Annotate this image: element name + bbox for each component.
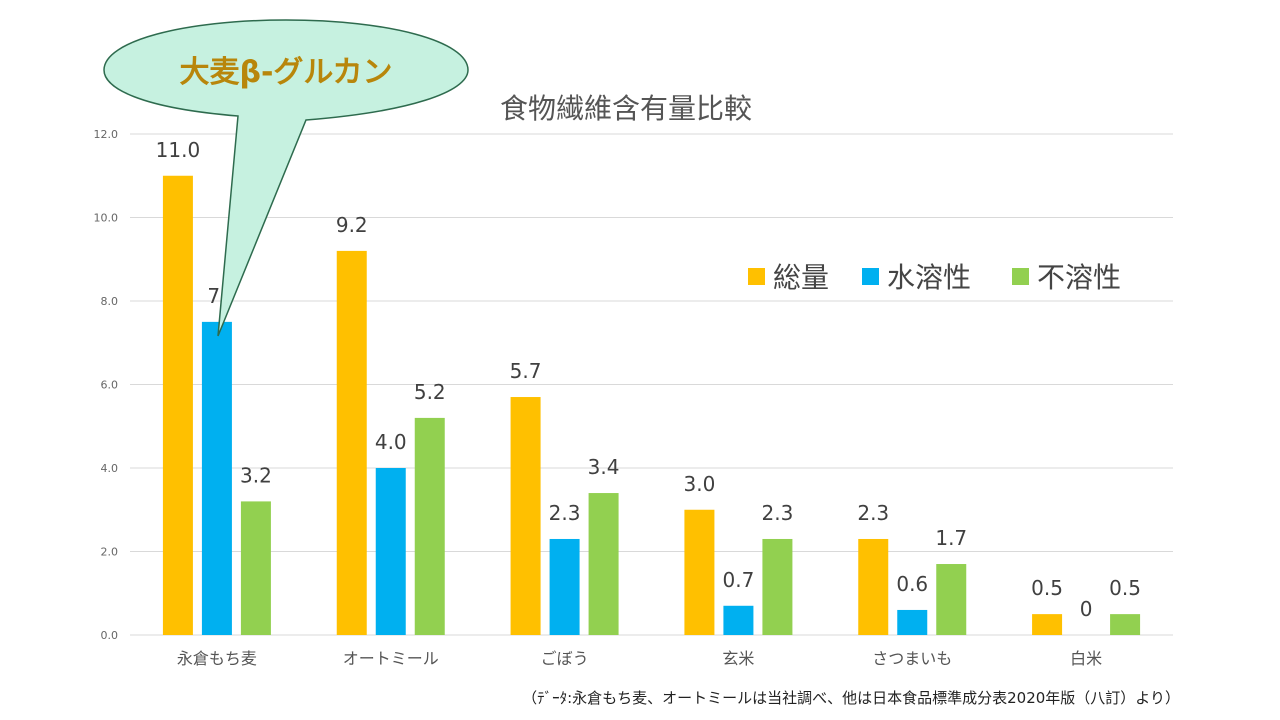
bar — [414, 417, 445, 635]
x-axis-ticks: 永倉もち麦 オートミール ごぼう 玄米 さつまいも 白米 — [177, 649, 1102, 668]
data-label: 0.7 — [723, 568, 755, 592]
legend-swatch — [748, 268, 765, 285]
x-tick-label: 玄米 — [722, 649, 754, 668]
bar — [510, 397, 541, 635]
x-tick-label: オートミール — [343, 649, 439, 668]
y-tick-label: 12.0 — [94, 128, 119, 141]
legend-label: 総量 — [773, 261, 829, 294]
y-axis-ticks: 0.0 2.0 4.0 6.0 8.0 10.0 12.0 — [94, 128, 119, 642]
y-tick-label: 8.0 — [101, 295, 119, 308]
data-label: 4.0 — [375, 430, 407, 454]
y-tick-label: 0.0 — [101, 629, 119, 642]
callout: 大麦β-グルカン — [103, 19, 469, 337]
x-tick-label: さつまいも — [872, 649, 952, 668]
chart-title: 食物繊維含有量比較 — [500, 92, 752, 125]
callout-bubble — [103, 19, 469, 337]
y-tick-label: 6.0 — [101, 379, 119, 392]
bar — [723, 605, 754, 635]
data-label: 0.5 — [1109, 576, 1141, 600]
bar — [936, 564, 967, 635]
bar — [162, 175, 193, 635]
data-label: 1.7 — [935, 526, 967, 550]
data-label: 3.0 — [684, 472, 716, 496]
data-label: 3.4 — [588, 455, 620, 479]
legend-swatch — [1012, 268, 1029, 285]
data-label: 11.0 — [156, 138, 201, 162]
callout-text: 大麦β-グルカン — [179, 55, 392, 90]
bar — [588, 493, 619, 635]
bar — [336, 250, 367, 635]
data-label: 0.6 — [896, 572, 928, 596]
y-tick-label: 10.0 — [94, 212, 119, 225]
data-label: 9.2 — [336, 213, 368, 237]
data-label: 2.3 — [549, 501, 581, 525]
data-label: 5.2 — [414, 380, 446, 404]
bar — [240, 501, 271, 635]
bar — [549, 538, 580, 635]
y-tick-label: 4.0 — [101, 462, 119, 475]
x-tick-label: 永倉もち麦 — [177, 649, 257, 668]
data-label: 0.5 — [1031, 576, 1063, 600]
legend-label: 不溶性 — [1037, 261, 1121, 294]
data-label: 0 — [1080, 597, 1093, 621]
x-tick-label: ごぼう — [541, 649, 589, 668]
bar — [1110, 614, 1141, 635]
legend: 総量 水溶性 不溶性 — [748, 261, 1121, 294]
bar — [897, 609, 928, 635]
bars — [162, 175, 1141, 635]
footnote: （ﾃﾞｰﾀ:永倉もち麦、オートミールは当社調べ、他は日本食品標準成分表2020年… — [522, 689, 1180, 707]
bar — [201, 321, 232, 635]
data-label: 5.7 — [510, 359, 542, 383]
bar — [858, 538, 889, 635]
y-tick-label: 2.0 — [101, 546, 119, 559]
bar — [1032, 614, 1063, 635]
data-label: 3.2 — [240, 463, 272, 487]
legend-swatch — [862, 268, 879, 285]
gridlines — [130, 133, 1173, 636]
bar — [762, 538, 793, 635]
data-label: 2.3 — [857, 501, 889, 525]
x-tick-label: 白米 — [1070, 649, 1102, 668]
data-label: 2.3 — [762, 501, 794, 525]
data-labels: 11.07.3.29.24.05.25.72.33.43.00.72.3 2.30… — [156, 138, 1141, 621]
bar — [375, 468, 406, 635]
legend-label: 水溶性 — [887, 261, 971, 294]
bar — [684, 509, 715, 635]
